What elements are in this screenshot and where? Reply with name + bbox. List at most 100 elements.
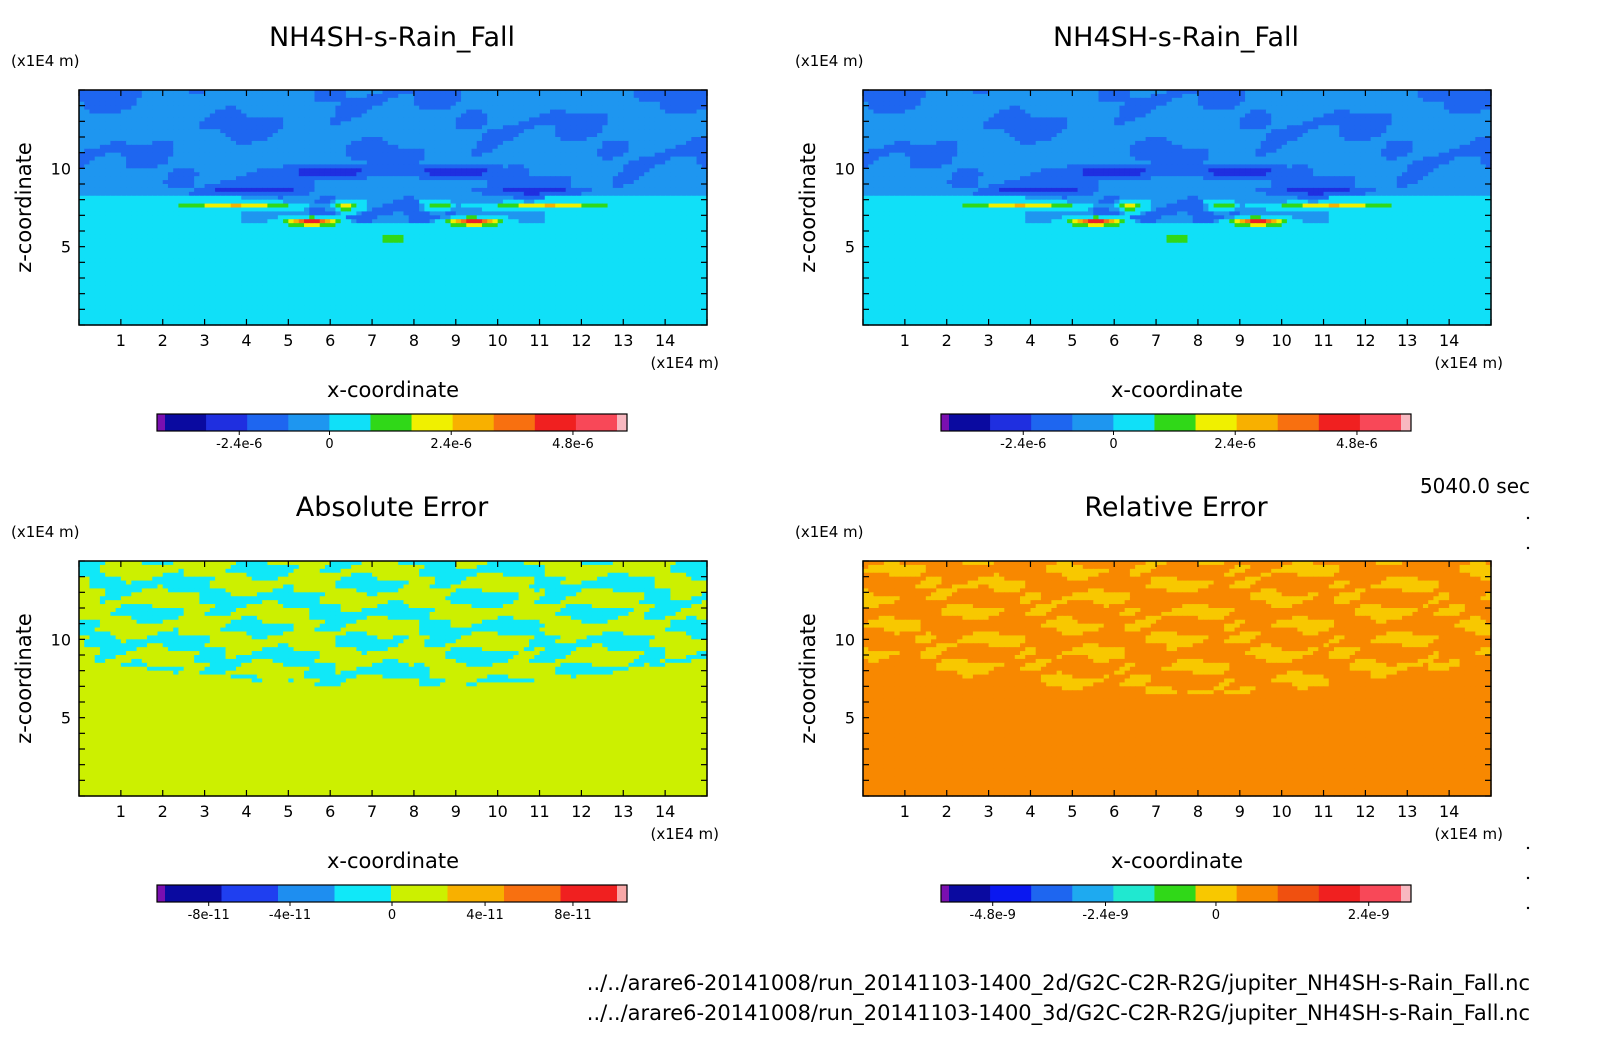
colorbar-swatch	[453, 414, 494, 431]
panel-4: Relative Error(x1E4 m)1 2 3 4 5 6 7 8 9 10 11 12 13 1…	[795, 492, 1503, 923]
colorbar-swatch	[1237, 414, 1278, 431]
colorbar-tick-label: -2.4e-9	[1082, 908, 1128, 923]
colorbar: -8e-11 -4e-11 0 4e-11 8e-11	[157, 885, 627, 923]
colorbar-swatch	[504, 885, 561, 902]
x-tick-label: 13	[1397, 802, 1417, 821]
colorbar-swatch	[222, 885, 279, 902]
colorbar-tick-label: 4.8e-6	[552, 437, 594, 452]
colorbar-swatch	[1072, 414, 1113, 431]
colorbar-tick-label: 8e-11	[554, 908, 592, 923]
x-tick-label: 2	[942, 802, 952, 821]
colorbar-swatch	[1401, 885, 1411, 902]
panel-title: Absolute Error	[296, 492, 489, 523]
x-tick-label: 3	[200, 331, 210, 350]
panel-title: NH4SH-s-Rain_Fall	[269, 22, 515, 53]
colorbar-swatch	[1196, 414, 1237, 431]
x-tick-label: 13	[613, 331, 633, 350]
colorbar-swatch	[391, 885, 448, 902]
x-tick-label: 8	[409, 331, 419, 350]
colorbar-swatch	[1237, 885, 1278, 902]
x-tick-label: 1	[900, 802, 910, 821]
colorbar-swatch	[949, 414, 990, 431]
colorbar-swatch	[448, 885, 505, 902]
colorbar-swatch	[1031, 414, 1072, 431]
contour-field	[863, 90, 1492, 326]
x-tick-label: 7	[1151, 331, 1161, 350]
x-tick-label: 1	[900, 331, 910, 350]
colorbar-swatch	[941, 414, 949, 431]
colorbar-swatch	[1401, 414, 1411, 431]
colorbar: -2.4e-6 0 2.4e-6 4.8e-6	[941, 414, 1411, 452]
y-tick-label: 5	[61, 709, 71, 728]
colorbar-swatch	[1113, 885, 1154, 902]
colorbar-swatch	[1031, 885, 1072, 902]
y-tick-label: 5	[61, 238, 71, 257]
colorbar-swatch	[494, 414, 535, 431]
x-tick-label: 6	[325, 331, 335, 350]
colorbar-swatch	[1319, 885, 1360, 902]
colorbar-tick-label: 0	[388, 908, 396, 923]
colorbar-tick-label: -8e-11	[188, 908, 230, 923]
x-tick-label: 1	[116, 802, 126, 821]
colorbar-swatch	[576, 414, 617, 431]
x-tick-label: 9	[451, 802, 461, 821]
colorbar-tick-label: 2.4e-6	[1214, 437, 1256, 452]
colorbar-tick-label: 2.4e-9	[1348, 908, 1390, 923]
x-tick-label: 4	[241, 331, 251, 350]
colorbar-swatch	[206, 414, 247, 431]
colorbar-swatch	[247, 414, 288, 431]
colorbar-swatch	[949, 885, 990, 902]
x-tick-label: 4	[1025, 802, 1035, 821]
x-tick-label: 9	[451, 331, 461, 350]
x-tick-label: 5	[283, 802, 293, 821]
contour-field	[863, 561, 1492, 797]
colorbar-tick-label: -4e-11	[269, 908, 311, 923]
colorbar-swatch	[1154, 885, 1195, 902]
panel-title: NH4SH-s-Rain_Fall	[1053, 22, 1299, 53]
colorbar-swatch	[1113, 414, 1154, 431]
colorbar-swatch	[1072, 885, 1113, 902]
colorbar-swatch	[1196, 885, 1237, 902]
x-tick-label: 12	[571, 802, 591, 821]
x-tick-label: 7	[1151, 802, 1161, 821]
x-tick-label: 3	[984, 331, 994, 350]
x-tick-label: 12	[1355, 802, 1375, 821]
x-tick-label: 8	[1193, 802, 1203, 821]
contour-field	[79, 561, 708, 797]
file-path-3d: ../../arare6-20141008/run_20141103-1400_…	[587, 1001, 1530, 1026]
dot-marker	[1527, 847, 1529, 849]
x-tick-label: 10	[487, 331, 507, 350]
y-tick-label: 10	[51, 159, 71, 178]
y-tick-label: 5	[845, 709, 855, 728]
x-tick-label: 11	[1313, 331, 1333, 350]
dot-marker	[1527, 517, 1529, 519]
x-tick-label: 6	[1109, 331, 1119, 350]
colorbar-tick-label: -2.4e-6	[216, 437, 262, 452]
x-tick-label: 12	[1355, 331, 1375, 350]
x-tick-label: 2	[158, 802, 168, 821]
colorbar-swatch	[412, 414, 453, 431]
x-tick-label: 14	[655, 802, 675, 821]
x-axis-label: x-coordinate	[1111, 849, 1243, 873]
y-axis-label: z-coordinate	[12, 142, 36, 273]
colorbar-tick-label: 0	[1212, 908, 1220, 923]
x-tick-label: 1	[116, 331, 126, 350]
colorbar: -2.4e-6 0 2.4e-6 4.8e-6	[157, 414, 627, 452]
colorbar-tick-label: 2.4e-6	[430, 437, 472, 452]
y-tick-label: 10	[51, 630, 71, 649]
y-unit-label: (x1E4 m)	[11, 52, 80, 70]
colorbar-swatch	[1360, 885, 1401, 902]
colorbar-tick-label: -2.4e-6	[1000, 437, 1046, 452]
colorbar-swatch	[335, 885, 392, 902]
colorbar-swatch	[165, 885, 222, 902]
x-tick-label: 5	[1067, 331, 1077, 350]
x-tick-label: 8	[1193, 331, 1203, 350]
x-tick-label: 4	[241, 802, 251, 821]
colorbar-tick-label: 4e-11	[466, 908, 504, 923]
colorbar-swatch	[617, 885, 627, 902]
x-tick-label: 2	[942, 331, 952, 350]
colorbar-swatch	[1319, 414, 1360, 431]
contour-field	[79, 90, 708, 326]
x-unit-label: (x1E4 m)	[1434, 354, 1503, 372]
x-tick-label: 5	[283, 331, 293, 350]
